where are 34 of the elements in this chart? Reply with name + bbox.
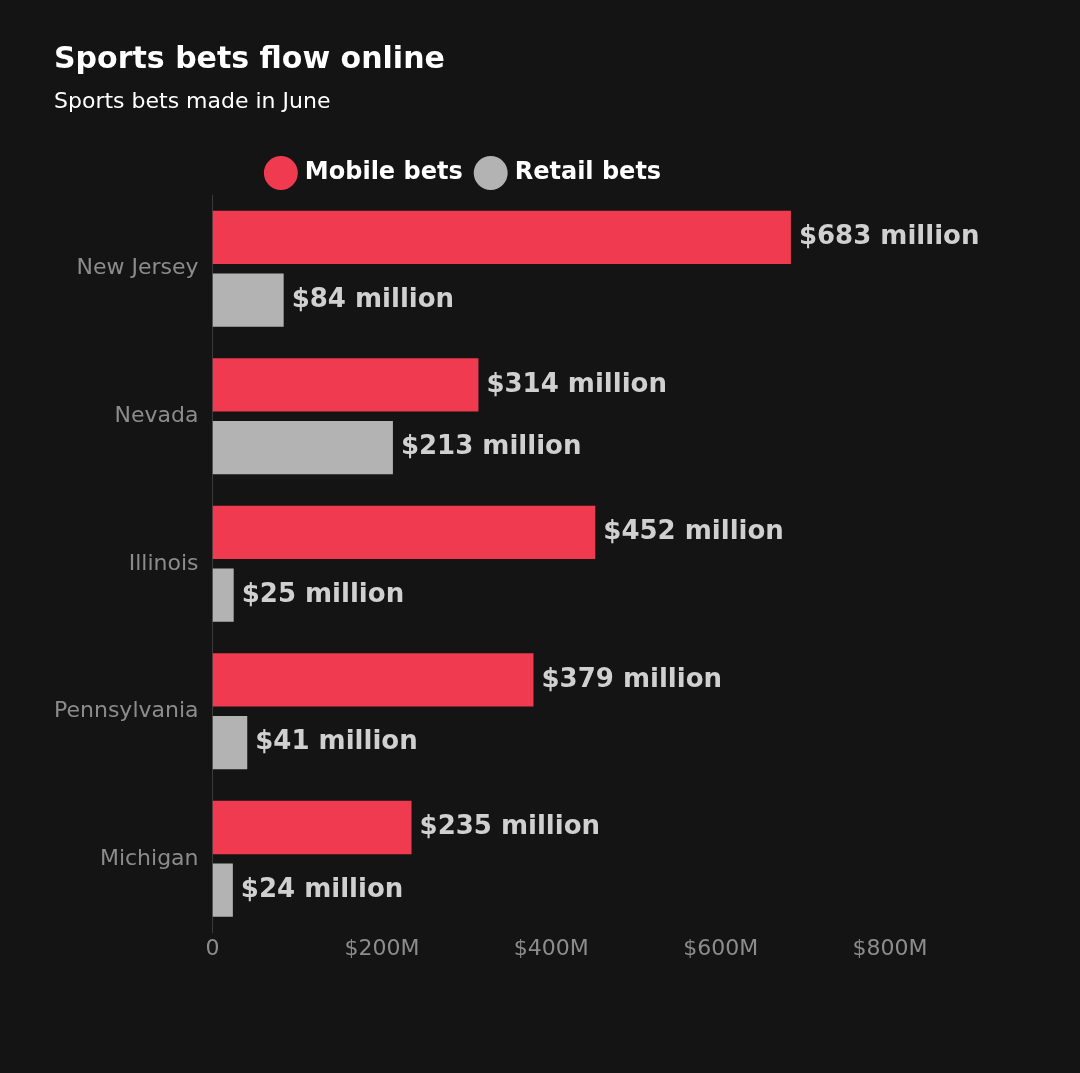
y-tick-label: Michigan xyxy=(99,844,199,870)
data-label: $683 million xyxy=(798,220,980,251)
bar xyxy=(212,716,248,770)
data-label: $84 million xyxy=(291,282,455,313)
bar xyxy=(212,863,233,917)
legend-label: Mobile bets xyxy=(304,157,463,186)
bar xyxy=(212,420,393,475)
y-tick-label: Pennsylvania xyxy=(53,697,199,723)
chart-title: Sports bets flow online xyxy=(54,40,445,75)
y-tick-label: New Jersey xyxy=(76,254,199,280)
data-label: $314 million xyxy=(486,367,667,398)
bar xyxy=(212,568,234,622)
bar xyxy=(212,358,479,412)
data-label: $379 million xyxy=(541,662,723,693)
data-label: $235 million xyxy=(419,810,601,841)
data-label: $25 million xyxy=(241,577,405,608)
data-label: $24 million xyxy=(240,872,404,903)
x-tick-label: 0 xyxy=(205,934,220,960)
bar xyxy=(212,505,596,560)
bar xyxy=(212,800,412,855)
x-tick-label: $800M xyxy=(852,934,928,960)
data-label: $452 million xyxy=(603,515,784,546)
chart-subtitle: Sports bets made in June xyxy=(54,88,331,113)
legend-label: Retail bets xyxy=(514,157,662,186)
x-tick-label: $200M xyxy=(344,934,420,960)
bar xyxy=(212,210,791,265)
data-label: $213 million xyxy=(400,430,582,461)
bar xyxy=(212,273,284,327)
x-tick-label: $600M xyxy=(683,934,759,960)
bar xyxy=(212,653,534,707)
x-tick-label: $400M xyxy=(513,934,589,960)
data-label: $41 million xyxy=(255,725,418,756)
y-tick-label: Illinois xyxy=(128,549,199,575)
y-tick-label: Nevada xyxy=(114,402,199,427)
